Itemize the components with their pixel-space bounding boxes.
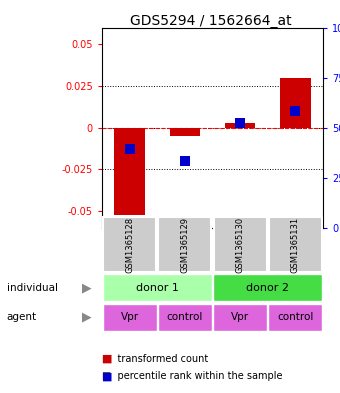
Text: individual: individual (7, 283, 58, 293)
Bar (103, 274, 212, 301)
Bar (103, 217, 156, 272)
Bar (213, 304, 267, 331)
Bar (115, 128, 145, 215)
Bar (103, 304, 157, 331)
Bar (268, 304, 322, 331)
Text: ■: ■ (102, 354, 113, 364)
Bar (158, 217, 211, 272)
Text: GSM1365130: GSM1365130 (236, 217, 244, 273)
Bar (280, 78, 310, 128)
Text: Vpr: Vpr (231, 312, 249, 322)
Text: donor 1: donor 1 (136, 283, 179, 293)
Bar (225, 123, 255, 128)
Text: GDS5294 / 1562664_at: GDS5294 / 1562664_at (130, 14, 292, 28)
Bar (170, 128, 200, 136)
Bar (290, 106, 300, 116)
Text: control: control (167, 312, 203, 322)
Bar (180, 156, 190, 166)
Text: ▶: ▶ (82, 281, 91, 294)
Bar (213, 274, 322, 301)
Text: GSM1365131: GSM1365131 (291, 217, 300, 273)
Text: ■  percentile rank within the sample: ■ percentile rank within the sample (102, 371, 283, 381)
Text: agent: agent (7, 312, 37, 322)
Text: ▶: ▶ (82, 311, 91, 324)
Text: GSM1365129: GSM1365129 (181, 217, 189, 273)
Text: control: control (277, 312, 313, 322)
Text: Vpr: Vpr (121, 312, 139, 322)
Text: donor 2: donor 2 (246, 283, 289, 293)
Text: GSM1365128: GSM1365128 (125, 217, 134, 273)
Bar (235, 118, 245, 128)
Text: ■  transformed count: ■ transformed count (102, 354, 208, 364)
Bar (214, 217, 267, 272)
Bar (158, 304, 212, 331)
Text: ■: ■ (102, 371, 113, 381)
Bar (125, 144, 135, 154)
Bar (269, 217, 322, 272)
